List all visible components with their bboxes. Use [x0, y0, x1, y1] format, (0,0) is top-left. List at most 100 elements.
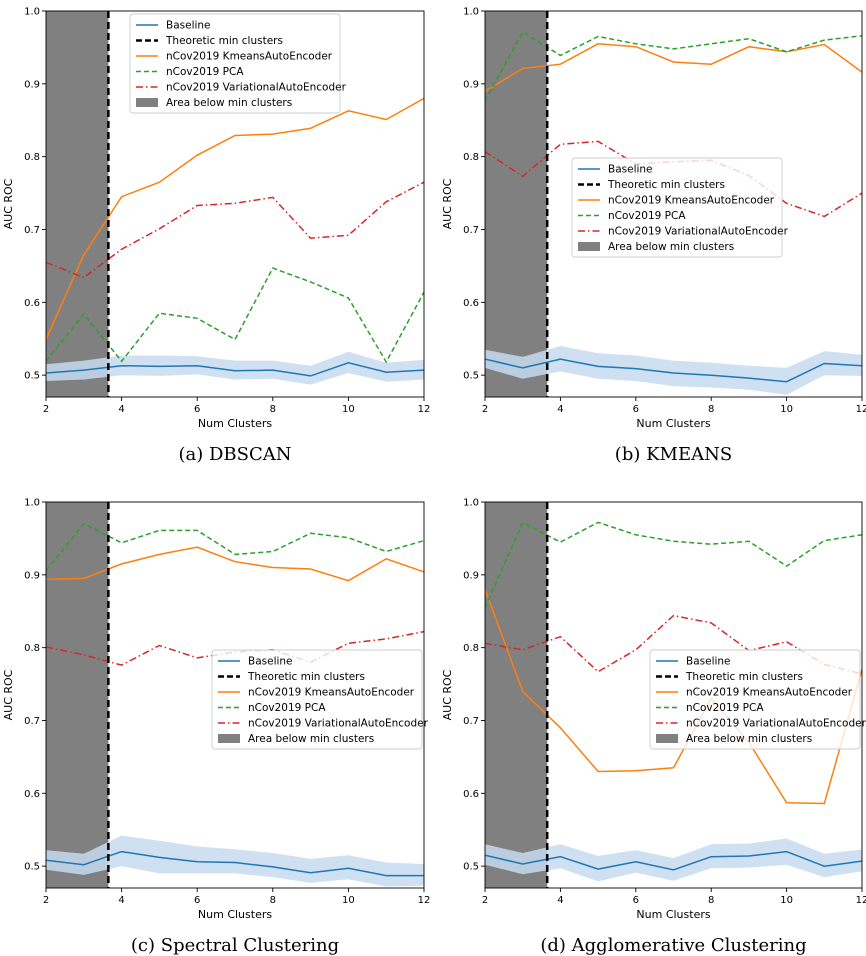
y-tick-label: 0.6	[463, 789, 479, 800]
series-line-1	[485, 358, 862, 383]
legend-label: Theoretic min clusters	[247, 671, 365, 683]
x-tick-label: 4	[118, 895, 124, 906]
series-line-4	[46, 181, 424, 279]
legend-label: nCov2019 PCA	[608, 210, 686, 222]
y-tick-label: 0.6	[463, 298, 479, 309]
y-tick-label: 0.6	[24, 789, 40, 800]
x-tick-label: 2	[43, 895, 49, 906]
legend-swatch	[578, 242, 600, 251]
x-tick-label: 10	[342, 895, 355, 906]
legend-label: nCov2019 PCA	[686, 702, 764, 714]
plot-area	[46, 502, 424, 888]
x-tick-label: 6	[194, 895, 200, 906]
x-tick-label: 4	[557, 895, 563, 906]
baseline-band	[46, 835, 424, 887]
y-tick-label: 1.0	[463, 7, 479, 18]
legend-label: Area below min clusters	[166, 97, 292, 109]
legend-label: nCov2019 PCA	[166, 66, 244, 78]
y-tick-label: 0.7	[463, 225, 479, 236]
baseline-band	[46, 351, 424, 385]
chart-panel-4: 2 4 6 8 10 12 0.5 0.6 0.7 0.8 0.9 1.0 Num Clusters AU…	[441, 498, 866, 956]
y-tick-label: 0.7	[24, 716, 40, 727]
y-tick-label: 1.0	[24, 7, 40, 18]
legend: Baseline Theoretic min clusters nCov2019 K…	[211, 649, 429, 750]
x-tick-label: 8	[708, 404, 714, 415]
plot-area	[485, 502, 862, 888]
legend-swatch	[218, 734, 240, 743]
axes-frame	[484, 10, 863, 398]
legend-label: Area below min clusters	[608, 241, 734, 253]
y-tick-label: 0.6	[24, 298, 40, 309]
area-below-min-clusters	[46, 11, 109, 397]
baseline-band	[485, 838, 862, 882]
axes-frame	[484, 501, 863, 889]
subfigure-caption: (a) DBSCAN	[178, 444, 291, 465]
plot-area	[46, 11, 424, 397]
y-tick-label: 0.9	[24, 79, 40, 90]
x-axis-label: Num Clusters	[636, 417, 710, 430]
legend-box	[211, 649, 423, 750]
x-tick-label: 12	[856, 895, 866, 906]
area-below-min-clusters	[485, 502, 548, 888]
x-tick-label: 8	[270, 895, 276, 906]
x-tick-label: 10	[780, 404, 793, 415]
legend-label: nCov2019 KmeansAutoEncoder	[248, 687, 415, 699]
legend-label: Area below min clusters	[248, 733, 374, 745]
x-tick-label: 8	[270, 404, 276, 415]
y-tick-label: 0.8	[463, 643, 479, 654]
legend: Baseline Theoretic min clusters nCov2019 K…	[649, 649, 866, 750]
x-tick-label: 6	[194, 404, 200, 415]
legend-label: Baseline	[686, 656, 731, 668]
plot-area	[485, 11, 862, 397]
y-tick-label: 0.9	[24, 570, 40, 581]
x-axis-label: Num Clusters	[636, 908, 710, 921]
y-axis-label: AUC ROC	[441, 669, 454, 720]
series-line-4	[485, 614, 862, 675]
y-tick-label: 0.5	[24, 371, 40, 382]
legend-label: Theoretic min clusters	[685, 671, 803, 683]
y-tick-label: 1.0	[24, 498, 40, 509]
legend: Baseline Theoretic min clusters nCov2019 K…	[129, 13, 347, 114]
legend-label: nCov2019 VariationalAutoEncoder	[686, 718, 866, 730]
y-tick-label: 0.8	[463, 152, 479, 163]
x-tick-label: 8	[708, 895, 714, 906]
chart-panel-2: 2 4 6 8 10 12 0.5 0.6 0.7 0.8 0.9 1.0 Num Clusters AU…	[441, 7, 866, 466]
x-tick-label: 4	[557, 404, 563, 415]
legend-label: nCov2019 VariationalAutoEncoder	[248, 718, 429, 730]
y-tick-label: 0.5	[463, 862, 479, 873]
series-line-2	[485, 43, 862, 92]
x-tick-label: 6	[633, 404, 639, 415]
x-tick-label: 10	[342, 404, 355, 415]
legend-box	[129, 13, 341, 114]
legend-label: nCov2019 KmeansAutoEncoder	[608, 195, 775, 207]
chart-panel-1: 2 4 6 8 10 12 0.5 0.6 0.7 0.8 0.9 1.0 Num Clusters AU…	[2, 7, 430, 466]
axes-frame	[45, 10, 425, 398]
legend-swatch	[656, 734, 678, 743]
legend-label: nCov2019 KmeansAutoEncoder	[166, 51, 333, 63]
y-tick-label: 1.0	[463, 498, 479, 509]
legend-box	[571, 157, 783, 258]
area-below-min-clusters	[485, 11, 548, 397]
x-tick-label: 10	[780, 895, 793, 906]
x-tick-label: 12	[856, 404, 866, 415]
x-tick-label: 2	[43, 404, 49, 415]
series-line-2	[46, 97, 424, 340]
x-tick-label: 2	[482, 895, 488, 906]
legend-label: Theoretic min clusters	[165, 35, 283, 47]
y-tick-label: 0.8	[24, 152, 40, 163]
legend-label: nCov2019 PCA	[248, 702, 326, 714]
subfigure-caption: (d) Agglomerative Clustering	[540, 935, 806, 956]
legend-label: Baseline	[166, 20, 211, 32]
y-tick-label: 0.7	[24, 225, 40, 236]
legend-label: Baseline	[248, 656, 293, 668]
baseline-band	[485, 346, 862, 395]
legend-label: nCov2019 VariationalAutoEncoder	[608, 226, 789, 238]
legend-label: Baseline	[608, 164, 653, 176]
legend-label: nCov2019 KmeansAutoEncoder	[686, 687, 853, 699]
y-tick-label: 0.8	[24, 643, 40, 654]
subfigure-caption: (b) KMEANS	[615, 444, 732, 465]
x-tick-label: 2	[482, 404, 488, 415]
chart-panel-3: 2 4 6 8 10 12 0.5 0.6 0.7 0.8 0.9 1.0 Num Clusters AU…	[2, 498, 430, 956]
legend-label: Theoretic min clusters	[607, 179, 725, 191]
